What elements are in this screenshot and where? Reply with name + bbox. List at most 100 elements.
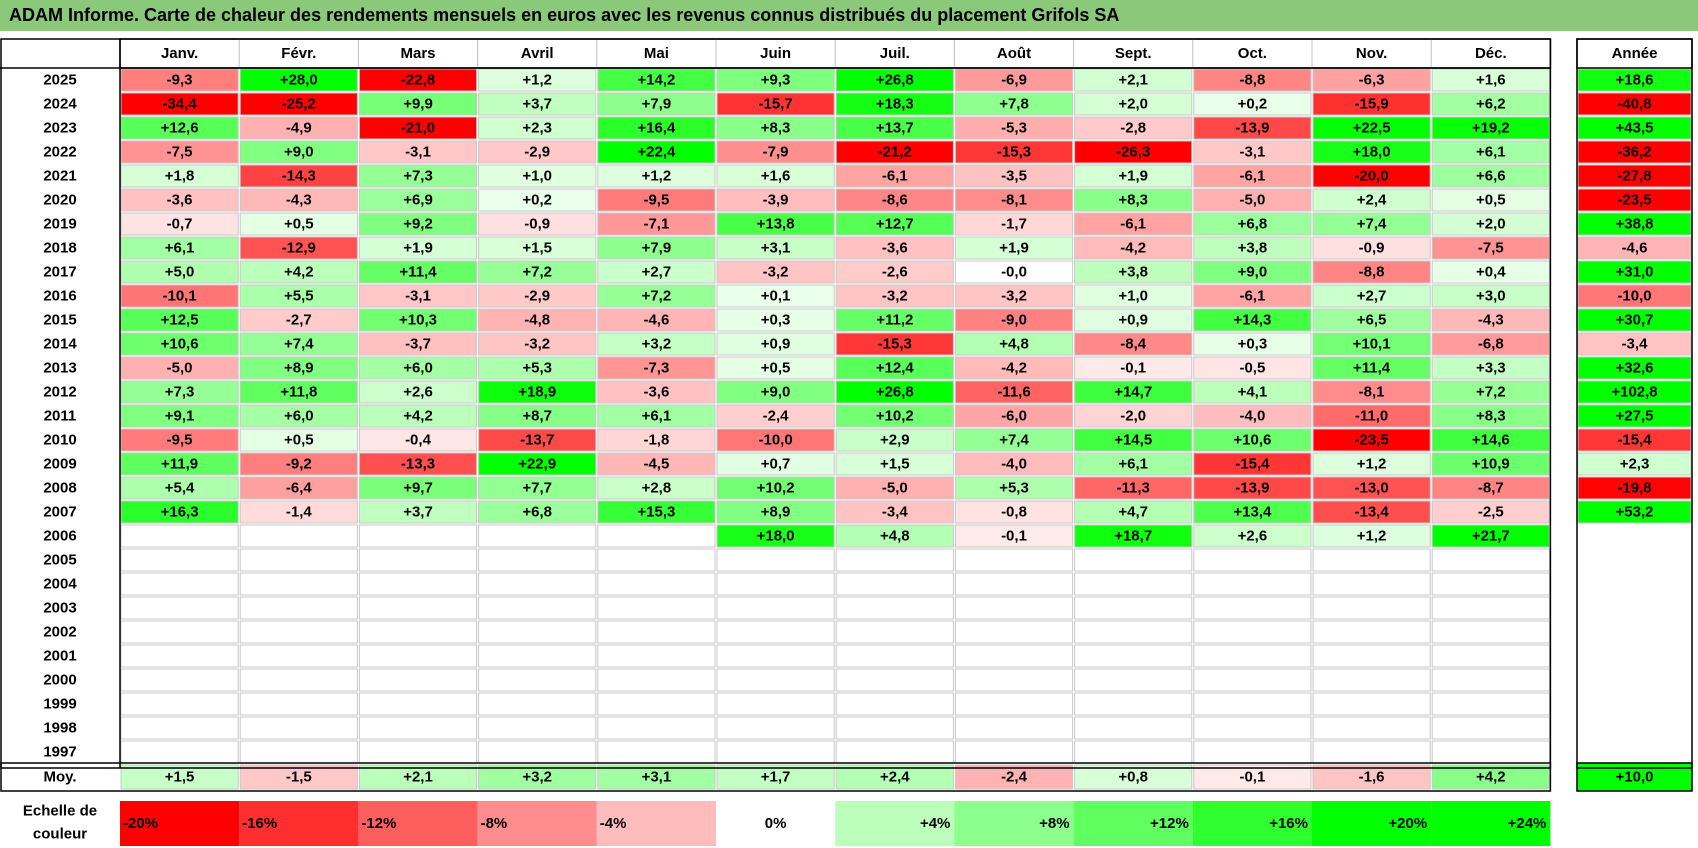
heat-cell [835, 404, 954, 428]
heat-cell [1193, 500, 1312, 524]
annual-value: +27,5 [1616, 408, 1654, 425]
heat-cell [120, 332, 239, 356]
heat-cell [835, 116, 954, 140]
cell-value: -4,5 [643, 456, 669, 473]
cell-value: -4,8 [524, 312, 550, 329]
scale-swatch [954, 801, 1074, 846]
cell-value: +2,9 [880, 432, 910, 449]
heat-cell [597, 380, 716, 404]
heat-cell [716, 500, 835, 524]
year-label: 2004 [43, 576, 77, 593]
heat-cell [478, 404, 597, 428]
cell-value: +2,3 [522, 120, 552, 137]
cell-value: +2,1 [1118, 72, 1148, 89]
cell-value: +9,0 [1238, 264, 1268, 281]
heat-cell [1193, 548, 1312, 572]
heat-cell [358, 548, 478, 572]
annual-value: -36,2 [1617, 144, 1651, 161]
heat-cell [1074, 68, 1193, 92]
average-cell [120, 764, 239, 790]
cell-value: -15,7 [758, 96, 792, 113]
annual-cell [1578, 597, 1691, 619]
heat-cell [239, 164, 358, 188]
heat-cell [1431, 308, 1550, 332]
average-value: +3,2 [522, 769, 552, 786]
cell-value: +7,4 [1357, 216, 1387, 233]
month-header: Déc. [1475, 45, 1507, 62]
average-cell [478, 764, 597, 790]
heat-cell [597, 452, 716, 476]
heat-cell [478, 668, 597, 692]
cell-value: +6,1 [1476, 144, 1506, 161]
heat-cell [835, 164, 954, 188]
heat-cell [597, 308, 716, 332]
cell-value: -15,3 [997, 144, 1031, 161]
average-cell [597, 764, 716, 790]
cell-value: +8,3 [761, 120, 791, 137]
cell-value: -4,2 [1001, 360, 1027, 377]
cell-value: +11,4 [399, 264, 437, 281]
cell-value: +14,2 [637, 72, 675, 89]
cell-value: -3,7 [405, 336, 431, 353]
average-value: -2,4 [1001, 769, 1028, 786]
year-label: 2012 [43, 384, 76, 401]
cell-value: -0,5 [1239, 360, 1265, 377]
cell-value: +13,8 [757, 216, 795, 233]
heat-cell [835, 548, 954, 572]
heat-cell [358, 332, 478, 356]
annual-cell [1578, 573, 1691, 595]
cell-value: -11,0 [1355, 408, 1388, 425]
heat-cell [1431, 284, 1550, 308]
annual-cell [1577, 428, 1692, 452]
heat-cell [1074, 284, 1193, 308]
year-label: 2014 [43, 336, 77, 353]
cell-value: +21,7 [1472, 528, 1510, 545]
heat-cell [835, 380, 954, 404]
heat-cell [1312, 164, 1431, 188]
heat-cell [358, 740, 478, 764]
heat-cell [835, 740, 954, 764]
cell-value: +12,5 [161, 312, 199, 329]
heat-cell [716, 596, 835, 620]
cell-value: +7,2 [522, 264, 552, 281]
month-header: Mars [400, 45, 435, 62]
year-label: 2015 [43, 312, 76, 329]
heat-cell [120, 740, 239, 764]
heat-cell [1312, 740, 1431, 764]
heat-cell [1312, 68, 1431, 92]
cell-value: -0,1 [1001, 528, 1027, 545]
cell-value: -3,4 [882, 504, 909, 521]
heat-cell [1431, 68, 1550, 92]
heat-cell [478, 692, 597, 716]
heat-cell [1431, 716, 1550, 740]
average-cell [954, 764, 1074, 790]
cell-value: +1,6 [761, 168, 791, 185]
heat-cell [239, 260, 358, 284]
heat-cell [716, 284, 835, 308]
annual-value: +38,8 [1616, 216, 1654, 233]
cell-value: -14,3 [282, 168, 316, 185]
cell-value: -8,7 [1478, 480, 1504, 497]
cell-value: -3,2 [1001, 288, 1027, 305]
heat-cell [597, 548, 716, 572]
heat-cell [1431, 524, 1550, 548]
heat-cell [478, 308, 597, 332]
heat-cell [358, 212, 478, 236]
heat-cell [597, 428, 716, 452]
heat-cell [1312, 236, 1431, 260]
heat-cell [239, 428, 358, 452]
annual-value: +43,5 [1616, 120, 1654, 137]
cell-value: -4,2 [1120, 240, 1146, 257]
cell-value: -3,6 [882, 240, 908, 257]
cell-value: -5,0 [1239, 192, 1265, 209]
cell-value: +0,5 [1476, 192, 1506, 209]
heat-cell [1074, 164, 1193, 188]
annual-value: -40,8 [1617, 96, 1651, 113]
heat-cell [1074, 668, 1193, 692]
heat-cell [478, 740, 597, 764]
heat-cell [478, 596, 597, 620]
heat-cell [1431, 668, 1550, 692]
heat-cell [1074, 716, 1193, 740]
heat-cell [1431, 500, 1550, 524]
heat-cell [1431, 140, 1550, 164]
